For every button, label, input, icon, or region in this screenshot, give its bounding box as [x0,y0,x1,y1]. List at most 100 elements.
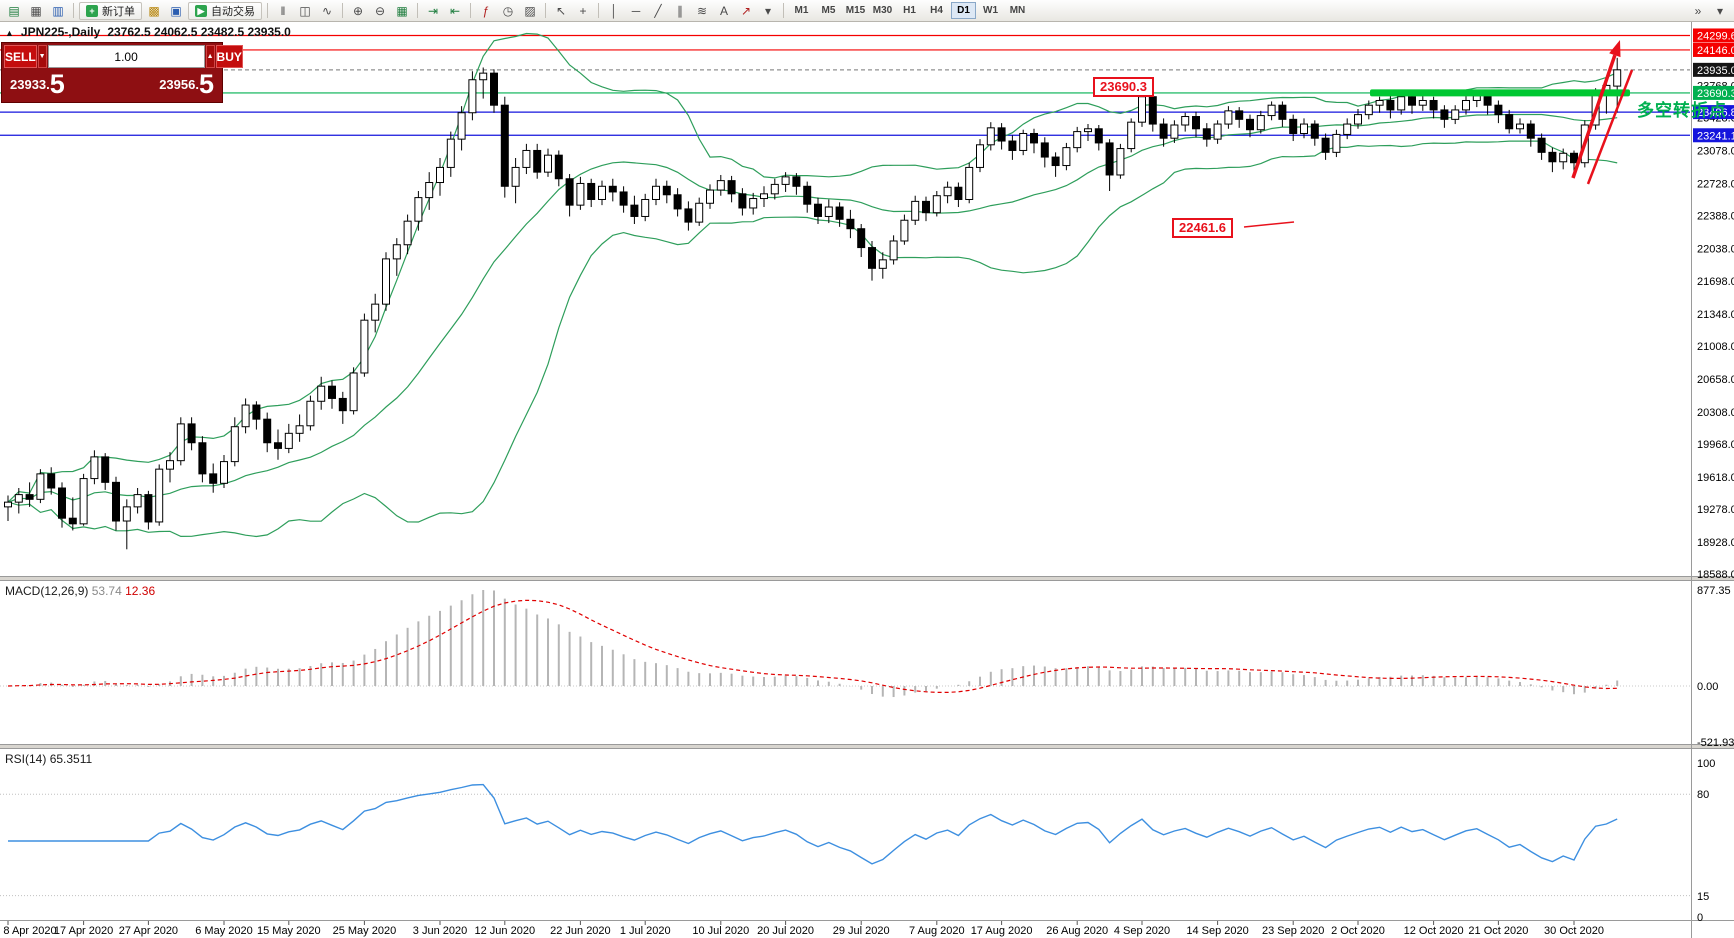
tile-windows-icon[interactable]: ▦ [396,3,408,18]
navigator-icon[interactable]: ▩ [148,3,160,18]
indicator-scales: 877.35 0.00 -521.93 100 80 15 0 [1697,585,1734,924]
crosshair-icon[interactable]: + [579,3,587,18]
svg-text:0: 0 [1697,912,1703,924]
timeframe-h1[interactable]: H1 [903,5,916,16]
svg-text:23690.3: 23690.3 [1697,88,1734,100]
buy-button[interactable]: BUY [215,45,243,68]
svg-text:23 Sep 2020: 23 Sep 2020 [1262,925,1324,937]
timeframe-m1[interactable]: M1 [794,5,809,16]
svg-text:30 Oct 2020: 30 Oct 2020 [1544,925,1604,937]
vertical-line-icon[interactable]: │ [610,3,618,18]
price-scale[interactable]: 23768.023428.023078.022728.022388.022038… [1693,28,1734,581]
svg-text:15: 15 [1697,891,1709,903]
toolbar-customize-icon[interactable]: ▾ [1716,3,1724,18]
svg-text:19618.0: 19618.0 [1697,472,1734,484]
rsi-value: 65.3511 [49,752,93,766]
sell-price-pips: 5 [49,69,65,99]
chart-bars-icon[interactable]: ‖ [280,3,286,18]
horizontal-level-lines[interactable] [0,34,1690,136]
svg-text:15 May 2020: 15 May 2020 [257,925,321,937]
macd-indicator [0,590,1690,698]
templates-icon[interactable]: ▨ [524,3,536,18]
svg-text:25 May 2020: 25 May 2020 [333,925,397,937]
svg-text:12 Jun 2020: 12 Jun 2020 [475,925,536,937]
timeframe-w1[interactable]: W1 [983,5,998,16]
new-order-label: 新订单 [102,5,135,18]
macd-main-value: 53.74 [91,584,122,598]
chart-line-icon[interactable]: ∿ [321,3,333,18]
chart-title: ▲ JPN225-,Daily 23762.5 24062.5 23482.5 … [5,25,291,39]
svg-text:14 Sep 2020: 14 Sep 2020 [1186,925,1248,937]
toolbar-overflow-icon[interactable]: » [1694,3,1702,18]
volume-down-button[interactable]: ▼ [37,45,47,68]
resistance-price-label[interactable]: 23690.3 [1093,77,1154,97]
svg-text:0.00: 0.00 [1697,681,1718,693]
zoom-in-icon[interactable]: ⊕ [352,3,364,18]
chart-candles-icon[interactable]: ◫ [299,3,311,18]
toolbar-separator [417,3,418,18]
timeframe-mn[interactable]: MN [1009,5,1026,16]
market-watch-icon[interactable]: ▥ [52,3,64,18]
svg-text:21348.0: 21348.0 [1697,309,1734,321]
one-click-trade-panel: SELL ▼ ▲ BUY 23933. 5 23956. 5 [1,42,243,103]
timeframe-m15[interactable]: M15 [845,5,866,16]
text-tool-icon[interactable]: A [719,3,728,18]
autotrade-button[interactable]: ▶ 自动交易 [188,1,262,20]
timeframe-m5[interactable]: M5 [821,5,836,16]
svg-text:1 Jul 2020: 1 Jul 2020 [620,925,671,937]
toolbar-separator [783,3,784,18]
indicators-icon[interactable]: ƒ [482,3,490,18]
horizontal-line-icon[interactable]: ─ [631,3,641,18]
toolbar: ▤ ▦ ▥ + 新订单 ▩ ▣ ▶ 自动交易 ‖ ◫ ∿ ⊕ ⊖ ▦ ⇥ ⇤ ƒ… [0,0,1734,22]
sell-price[interactable]: 23933. 5 [10,69,65,99]
terminal-icon[interactable]: ▣ [170,3,182,18]
macd-name: MACD(12,26,9) [5,584,89,598]
zoom-out-icon[interactable]: ⊖ [374,3,386,18]
svg-text:27 Apr 2020: 27 Apr 2020 [119,925,178,937]
cursor-icon[interactable]: ↖ [555,3,567,18]
rsi-name: RSI(14) [5,752,47,766]
buy-price[interactable]: 23956. 5 [159,71,214,98]
turning-point-note[interactable]: 多空转折点 [1637,101,1727,120]
svg-text:2 Oct 2020: 2 Oct 2020 [1331,925,1385,937]
new-chart-icon[interactable]: ▤ [8,3,20,18]
channel-icon[interactable]: ∥ [677,3,683,18]
panel-separators[interactable] [0,576,1734,749]
toolbar-separator [598,3,599,18]
auto-scroll-icon[interactable]: ⇥ [427,3,439,18]
chart-symbol-icon: ▲ [5,28,14,38]
svg-text:4 Sep 2020: 4 Sep 2020 [1114,925,1170,937]
svg-text:7 Aug 2020: 7 Aug 2020 [909,925,965,937]
svg-text:29 Jul 2020: 29 Jul 2020 [833,925,890,937]
profiles-icon[interactable]: ▦ [30,3,42,18]
sell-button[interactable]: SELL [4,45,37,68]
new-order-button[interactable]: + 新订单 [79,1,142,20]
shapes-dropdown-icon[interactable]: ▾ [764,3,772,18]
svg-text:17 Aug 2020: 17 Aug 2020 [971,925,1033,937]
buy-price-main: 23956. [159,77,199,92]
svg-text:877.35: 877.35 [1697,585,1731,597]
svg-text:17 Apr 2020: 17 Apr 2020 [54,925,113,937]
svg-text:19278.0: 19278.0 [1697,504,1734,516]
trend-arrow[interactable] [1243,40,1634,228]
chart-shift-icon[interactable]: ⇤ [449,3,461,18]
timeframe-d1[interactable]: D1 [951,2,976,19]
timeframe-h4[interactable]: H4 [930,5,943,16]
fibonacci-icon[interactable]: ≋ [696,3,708,18]
new-order-icon: + [86,4,98,17]
highlight-bar[interactable] [1370,89,1630,97]
volume-input[interactable] [47,45,205,68]
rsi-label: RSI(14) 65.3511 [5,752,92,766]
trendline-icon[interactable]: ╱ [654,3,662,18]
periods-icon[interactable]: ◷ [502,3,514,18]
svg-text:19968.0: 19968.0 [1697,439,1734,451]
arrows-tool-icon[interactable]: ↗ [740,3,752,18]
volume-up-button[interactable]: ▲ [205,45,215,68]
svg-text:21 Oct 2020: 21 Oct 2020 [1468,925,1528,937]
timeframe-m30[interactable]: M30 [872,5,893,16]
svg-text:12 Oct 2020: 12 Oct 2020 [1404,925,1464,937]
svg-text:23486.8: 23486.8 [1697,107,1734,119]
support-price-label[interactable]: 22461.6 [1172,218,1233,238]
